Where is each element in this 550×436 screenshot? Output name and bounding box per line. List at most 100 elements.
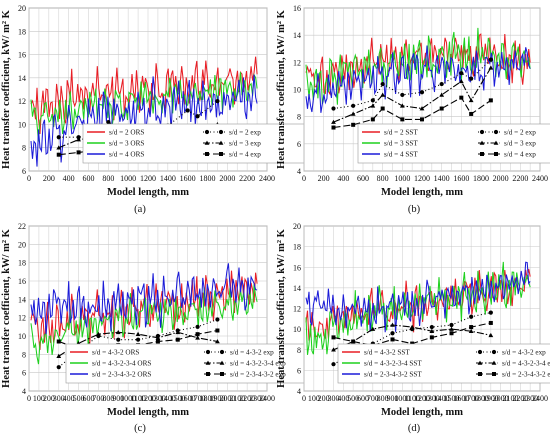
exp-data-point	[185, 108, 190, 113]
exp-series-line-2	[333, 67, 492, 123]
exp-data-point	[76, 137, 81, 142]
legend-marker	[477, 360, 483, 365]
legend-marker	[218, 140, 224, 145]
y-tick-label: 8	[297, 346, 301, 355]
exp-data-point	[419, 90, 425, 95]
x-tick-label: 1100	[130, 394, 146, 403]
x-tick-label: 1000	[394, 394, 410, 403]
legend-marker	[205, 349, 211, 355]
legend-marker	[494, 152, 498, 156]
exp-data-point	[56, 339, 61, 344]
x-tick-label: 1800	[200, 394, 216, 403]
exp-data-point	[449, 331, 454, 336]
x-tick-label: 2300	[522, 394, 538, 403]
y-tick-label: 10	[293, 86, 301, 95]
exp-data-point	[331, 335, 336, 340]
exp-data-point	[350, 111, 356, 116]
panel-label: (c)	[134, 423, 146, 434]
legend-marker	[491, 360, 497, 365]
exp-data-point	[400, 92, 405, 98]
exp-data-point	[195, 335, 200, 340]
exp-data-point	[410, 341, 415, 346]
y-tick-label: 18	[18, 27, 26, 36]
x-tick-label: 200	[318, 394, 330, 403]
sim-series-line-1	[30, 56, 258, 135]
legend-label: s/d = 2-3-4-3-2 exp	[230, 371, 286, 379]
chart-panel-1: 0 200 400 600 800 1000 1200 1400 1600 1800 2000 220…	[1, 4, 326, 215]
chart-panel-4: 0 100200300400500600700800900100011001200…	[276, 222, 550, 434]
exp-data-point	[429, 328, 435, 333]
exp-data-point	[56, 353, 62, 358]
exp-data-point	[215, 317, 220, 322]
exp-data-point	[390, 331, 395, 336]
exp-data-point	[420, 117, 424, 122]
x-tick-label: 1200	[414, 174, 430, 183]
sim-series-line-1	[305, 268, 531, 341]
y-tick-label: 20	[18, 4, 26, 13]
x-tick-label: 2100	[229, 394, 245, 403]
legend-label: s/d = 3 SST	[384, 140, 418, 148]
x-tick-label: 600	[83, 174, 95, 183]
exp-data-point	[331, 347, 336, 352]
x-tick-label: 300	[328, 394, 340, 403]
sim-series-line-3	[305, 45, 531, 113]
x-tick-label: 1900	[209, 394, 225, 403]
legend-label: s/d = 2-3-4-3-2 ORS	[92, 371, 151, 379]
legend-label: s/d = 3 exp	[504, 140, 536, 148]
x-tick-label: 2400	[259, 174, 275, 183]
legend-marker	[493, 129, 499, 135]
x-tick-label: 1400	[160, 174, 176, 183]
sim-series-line-2	[305, 27, 531, 105]
x-tick-label: 1800	[473, 394, 489, 403]
legend-marker	[478, 372, 482, 376]
exp-data-point	[351, 103, 356, 108]
exp-data-point	[429, 324, 434, 330]
y-tick-label: 18	[293, 243, 301, 252]
y-tick-label: 16	[18, 51, 26, 60]
exp-data-point	[135, 337, 141, 342]
exp-data-point	[459, 71, 464, 76]
x-tick-label: 800	[102, 394, 114, 403]
legend-label: s/d = 4-3-2-3-4 exp	[502, 360, 550, 368]
exp-series-line-1	[333, 59, 492, 110]
x-tick-label: 1200	[140, 394, 156, 403]
x-tick-label: 1800	[200, 174, 216, 183]
legend-label: s/d = 2 exp	[229, 129, 261, 137]
exp-data-point	[488, 310, 493, 315]
exp-data-point	[459, 95, 464, 100]
exp-data-point	[380, 106, 385, 111]
x-tick-label: 600	[357, 394, 369, 403]
x-tick-label: 1000	[120, 394, 136, 403]
legend-label: s/d = 4-3-2 exp	[230, 349, 274, 357]
legend-marker	[492, 372, 496, 376]
panel-label: (b)	[408, 204, 421, 215]
legend-marker	[479, 140, 485, 145]
exp-data-point	[331, 106, 336, 111]
exp-data-point	[380, 81, 385, 87]
x-tick-label: 800	[377, 174, 389, 183]
y-axis-title: Heat transfer coefficient, kW/ m² K	[276, 228, 287, 387]
legend-marker	[205, 360, 211, 365]
x-tick-label: 1300	[424, 394, 440, 403]
exp-data-point	[215, 339, 220, 344]
y-tick-label: 14	[18, 295, 26, 304]
exp-data-point	[351, 122, 356, 127]
legend: s/d = 4-3-2 SST s/d = 4-3-2-3-4 SST s/d = …	[337, 343, 550, 384]
series-group	[305, 27, 531, 130]
y-tick-label: 6	[22, 369, 26, 378]
y-tick-label: 8	[22, 144, 26, 153]
exp-data-point	[449, 326, 454, 331]
x-tick-label: 1000	[394, 174, 410, 183]
y-tick-label: 16	[18, 277, 26, 286]
x-tick-label: 2000	[493, 174, 509, 183]
exp-data-point	[175, 329, 181, 335]
y-tick-label: 10	[18, 332, 26, 341]
exp-data-point	[439, 81, 444, 87]
legend-marker	[477, 349, 483, 355]
legend-label: s/d = 2 SST	[384, 129, 418, 137]
legend-label: s/d = 3 ORS	[109, 140, 144, 148]
legend-marker	[219, 349, 225, 355]
x-tick-label: 1600	[453, 394, 469, 403]
legend-label: s/d = 4-3-2 SST	[364, 349, 410, 357]
